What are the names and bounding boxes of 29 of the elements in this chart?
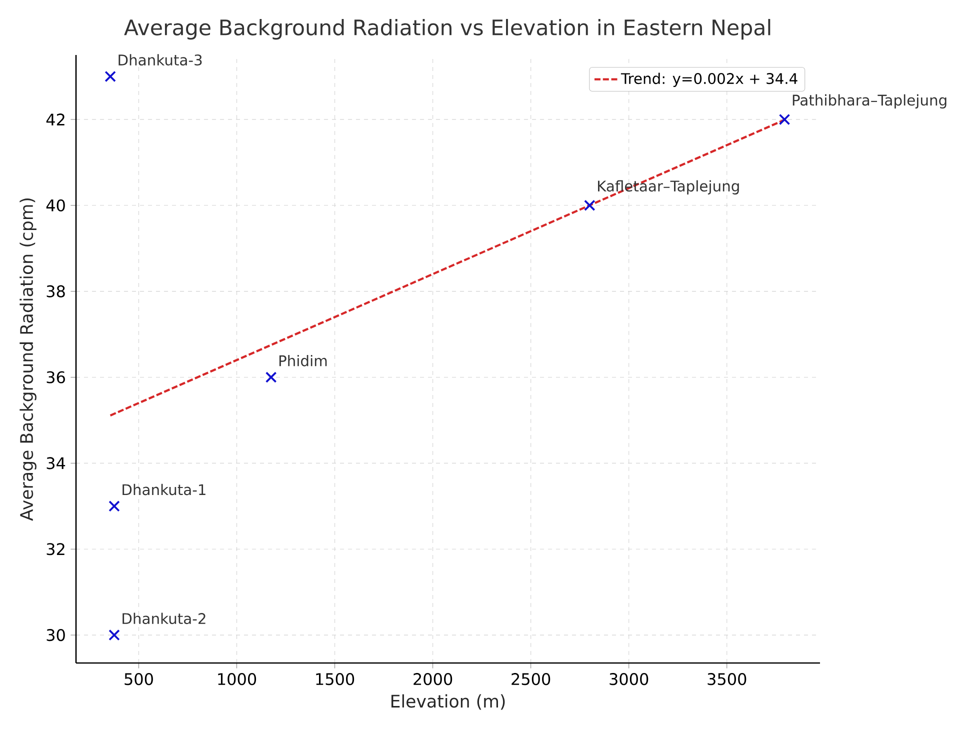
x-tick-label: 3500 — [708, 673, 746, 686]
x-tick-label: 2000 — [414, 673, 452, 686]
y-axis-title: Average Background Radiation (cpm) — [20, 198, 36, 521]
annotation: Pathibhara–Taplejung — [792, 94, 946, 109]
point — [108, 500, 120, 512]
y-tick-label: 32 — [46, 543, 64, 556]
y-tick-label: 42 — [46, 114, 64, 126]
chart-title: Average Background Radiation vs Elevation in Eastern Nepal — [124, 18, 770, 40]
x-tick-label: 3000 — [610, 673, 648, 686]
y-tick-label: 34 — [46, 457, 66, 470]
annotation: Phidim — [279, 354, 327, 366]
x-tick-label: 1500 — [316, 673, 354, 686]
legend-label: Trend: y=0.002x + 34.4 — [620, 72, 798, 87]
annotation: Dhankuta-2 — [122, 612, 206, 624]
point — [265, 372, 277, 383]
point — [778, 114, 790, 126]
x-tick-label: 1000 — [218, 673, 256, 686]
annotation: Dhankuta-1 — [122, 484, 206, 496]
y-tick-label: 30 — [46, 629, 65, 642]
y-tick-label: 40 — [46, 199, 65, 212]
point — [104, 70, 116, 82]
point — [584, 200, 596, 212]
point — [108, 629, 120, 641]
x-tick-label: 500 — [124, 673, 153, 686]
y-tick-label: 36 — [46, 371, 65, 384]
x-tick-label: 2500 — [512, 673, 550, 686]
y-tick-label: 38 — [46, 285, 65, 298]
annotation: Dhankuta-3 — [118, 54, 202, 66]
x-axis-title: Elevation (m) — [391, 694, 505, 710]
